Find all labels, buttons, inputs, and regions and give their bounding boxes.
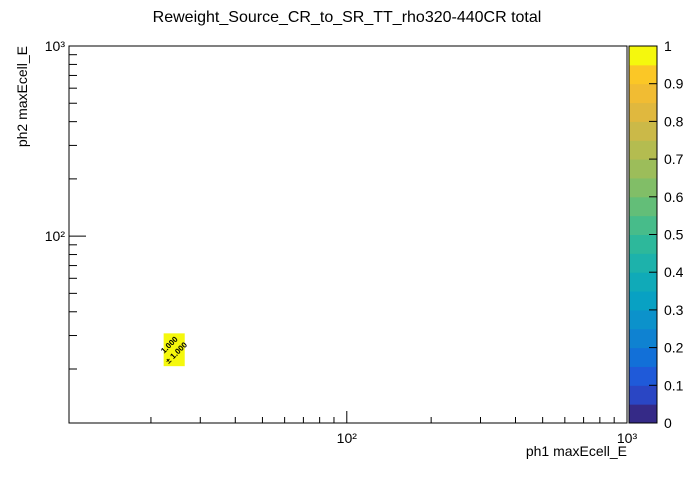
colorbar-segment — [629, 272, 657, 292]
x-axis-label: ph1 maxEcell_E — [526, 443, 627, 459]
colorbar-segment — [629, 102, 657, 122]
colorbar-segment — [629, 64, 657, 85]
colorbar-segment — [629, 177, 657, 198]
colorbar-segment — [629, 309, 657, 330]
y-tick-label: 10² — [45, 228, 66, 244]
colorbar-segment — [629, 215, 657, 235]
chart-title: Reweight_Source_CR_to_SR_TT_rho320-440CR… — [153, 9, 542, 26]
colorbar-segment — [629, 366, 657, 386]
colorbar-segment — [629, 253, 657, 273]
colorbar-segment — [629, 83, 657, 104]
colorbar-segment — [629, 234, 657, 254]
colorbar-tick-label: 0 — [664, 415, 672, 431]
x-tick-label: 10³ — [617, 430, 638, 446]
colorbar-segment — [629, 347, 657, 367]
y-tick-label: 10³ — [45, 38, 66, 54]
heatmap-cell — [163, 333, 185, 367]
colorbar-segment — [629, 328, 657, 349]
colorbar-tick-label: 0.1 — [664, 377, 684, 393]
colorbar-tick-label: 0.9 — [664, 76, 684, 92]
colorbar-segment — [629, 140, 657, 160]
colorbar-tick-label: 0.4 — [664, 264, 684, 280]
colorbar-segment — [629, 196, 657, 217]
colorbar-tick-label: 0.6 — [664, 189, 684, 205]
colorbar-segment — [629, 385, 657, 405]
colorbar-segment — [629, 291, 657, 311]
colorbar-tick-label: 0.8 — [664, 113, 684, 129]
colorbar-tick-label: 0.7 — [664, 151, 684, 167]
colorbar-tick-label: 1 — [664, 38, 672, 54]
colorbar-tick-label: 0.3 — [664, 302, 684, 318]
colorbar-segment — [629, 121, 657, 141]
colorbar-segment — [629, 46, 657, 66]
colorbar-tick-label: 0.5 — [664, 227, 684, 243]
colorbar-segment — [629, 159, 657, 179]
colorbar-segment — [629, 404, 657, 424]
colorbar-tick-label: 0.2 — [664, 340, 684, 356]
plot-frame — [68, 45, 628, 424]
x-tick-label: 10² — [337, 430, 358, 446]
y-axis-label: ph2 maxEcell_E — [14, 46, 30, 147]
